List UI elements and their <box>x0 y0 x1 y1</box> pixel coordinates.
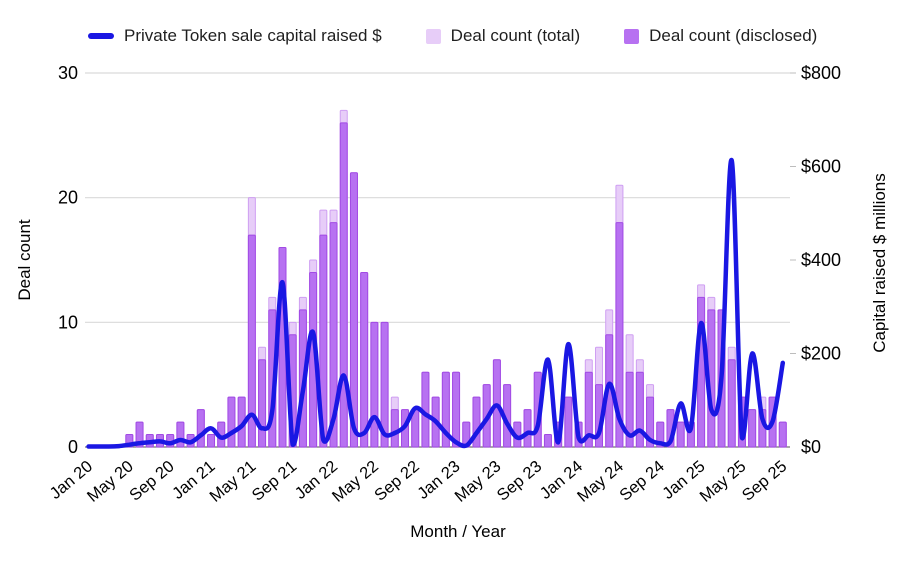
deal-count-disclosed-bar[interactable] <box>727 359 736 448</box>
deal-count-disclosed-bar[interactable] <box>697 296 706 448</box>
x-axis-tick: Sep 21 <box>249 457 301 504</box>
line-series <box>86 158 786 449</box>
deal-count-disclosed-bar[interactable] <box>319 234 328 448</box>
deal-count-disclosed-bar[interactable] <box>615 222 624 448</box>
deal-count-disclosed-bar[interactable] <box>748 409 757 448</box>
left-axis-tick: 10 <box>58 312 78 332</box>
right-axis-title: Capital raised $ millions <box>870 173 889 353</box>
deal-count-disclosed-bar[interactable] <box>370 321 379 448</box>
right-axis-tick: $800 <box>801 63 841 83</box>
gridlines <box>85 72 796 448</box>
x-axis-tick: Sep 20 <box>126 457 178 504</box>
deal-count-disclosed-bar[interactable] <box>564 396 573 448</box>
deal-count-disclosed-bar[interactable] <box>349 172 358 448</box>
legend-label-deal-total: Deal count (total) <box>450 26 581 45</box>
chart-legend: Private Token sale capital raised $ Deal… <box>88 26 817 46</box>
left-axis-tick: 0 <box>68 437 78 457</box>
x-axis-tick: Sep 22 <box>371 457 423 504</box>
x-axis-tick: Sep 24 <box>616 457 668 504</box>
right-axis-tick: $0 <box>801 437 821 457</box>
deal-count-disclosed-bar[interactable] <box>452 371 461 448</box>
deal-count-disclosed-bar[interactable] <box>176 421 185 448</box>
deal-count-disclosed-bar[interactable] <box>227 396 236 448</box>
left-axis-tick: 30 <box>58 63 78 83</box>
line-series-swatch-icon <box>88 33 114 39</box>
bar-total-swatch-icon <box>425 28 441 44</box>
x-axis-tick: May 23 <box>451 457 504 506</box>
x-axis-tick: Sep 23 <box>494 457 546 504</box>
legend-label-deal-disclosed: Deal count (disclosed) <box>649 26 818 45</box>
deal-count-disclosed-bar[interactable] <box>360 271 369 448</box>
x-axis-tick: May 24 <box>574 457 627 506</box>
deal-count-disclosed-bar[interactable] <box>778 421 787 448</box>
deal-count-disclosed-bar[interactable] <box>543 434 552 448</box>
legend-item-deal-total[interactable]: Deal count (total) <box>425 26 581 46</box>
bar-series <box>125 109 787 448</box>
right-axis-tick: $600 <box>801 157 841 177</box>
deal-count-disclosed-bar[interactable] <box>329 222 338 448</box>
x-axis-title: Month / Year <box>410 522 506 541</box>
right-axis-tick: $400 <box>801 250 841 270</box>
x-axis-tick: May 22 <box>329 457 382 506</box>
x-axis-tick: May 20 <box>84 457 137 506</box>
deal-count-disclosed-bar[interactable] <box>656 421 665 448</box>
deal-count-disclosed-bar[interactable] <box>625 371 634 448</box>
deal-count-disclosed-bar[interactable] <box>646 396 655 448</box>
x-axis-tick: May 25 <box>696 457 749 506</box>
left-axis-tick: 20 <box>58 188 78 208</box>
deal-count-disclosed-bar[interactable] <box>258 359 267 448</box>
deal-count-disclosed-bar[interactable] <box>196 409 205 448</box>
deal-count-disclosed-bar[interactable] <box>339 122 348 448</box>
deal-count-disclosed-bar[interactable] <box>676 421 685 448</box>
deal-count-disclosed-bar[interactable] <box>380 321 389 448</box>
deal-count-disclosed-bar[interactable] <box>207 434 216 448</box>
x-axis-tick: Sep 25 <box>739 457 791 504</box>
deal-count-disclosed-bar[interactable] <box>635 371 644 448</box>
bar-disclosed-swatch-icon <box>624 28 640 44</box>
deal-count-disclosed-bar[interactable] <box>390 409 399 448</box>
x-axis-tick: May 21 <box>206 457 259 506</box>
legend-label-capital-line: Private Token sale capital raised $ <box>124 26 382 45</box>
deal-count-disclosed-bar[interactable] <box>584 371 593 448</box>
deal-count-disclosed-bar[interactable] <box>523 409 532 448</box>
right-axis-tick: $200 <box>801 344 841 364</box>
legend-item-capital-line[interactable]: Private Token sale capital raised $ <box>88 26 382 46</box>
capital-raised-line <box>86 158 786 449</box>
deal-count-disclosed-bar[interactable] <box>135 421 144 448</box>
deal-count-disclosed-bar[interactable] <box>247 234 256 448</box>
left-axis-title: Deal count <box>15 219 34 301</box>
legend-item-deal-disclosed[interactable]: Deal count (disclosed) <box>624 26 817 46</box>
